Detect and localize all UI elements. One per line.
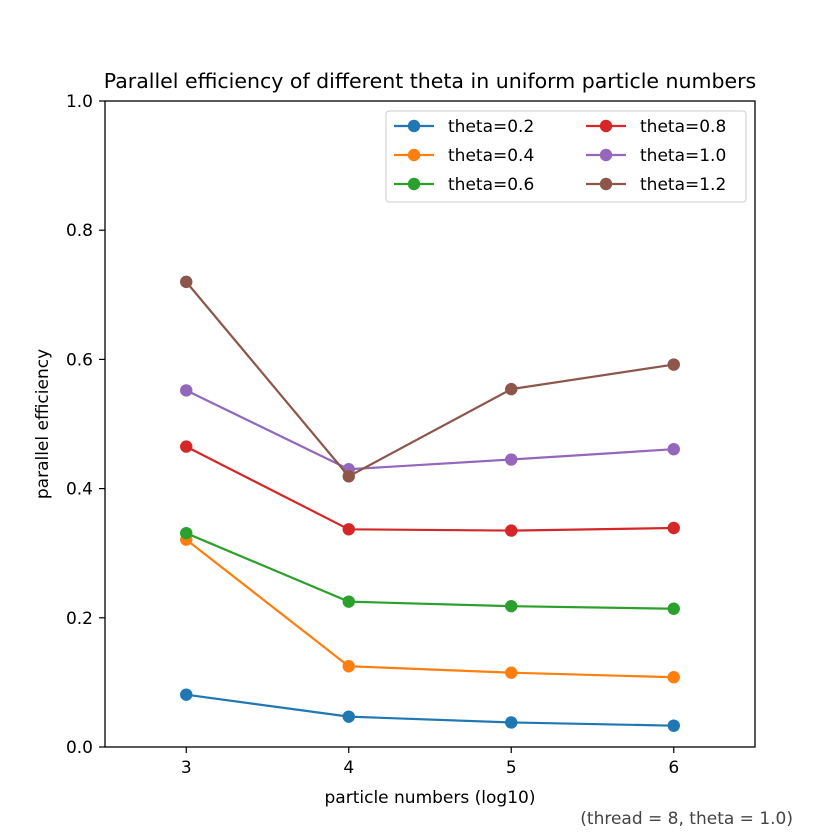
data-point (180, 526, 193, 540)
legend: theta=0.2 theta=0.4 theta=0.6 theta=0.8 thet… (385, 110, 747, 203)
data-point (505, 382, 518, 396)
legend-item: theta=1.0 (586, 146, 726, 166)
series-theta=1.2 (180, 275, 680, 483)
legend-label: theta=0.6 (448, 175, 534, 195)
data-point (180, 275, 193, 289)
series-theta=0.8 (180, 440, 680, 537)
y-axis-label: parallel efficiency (33, 349, 53, 499)
series-theta=0.6 (180, 526, 680, 615)
data-point (667, 671, 680, 684)
series-line (185, 281, 674, 478)
data-point (505, 599, 518, 613)
legend-label: theta=0.4 (448, 146, 534, 166)
series-theta=0.2 (180, 688, 680, 732)
series-line (185, 538, 674, 679)
y-tick-label: 1.0 (66, 92, 93, 112)
series-theta=1.0 (180, 384, 680, 476)
data-point (342, 523, 355, 536)
axes-frame (104, 100, 756, 748)
legend-item: theta=1.2 (586, 175, 726, 195)
x-tick-label: 5 (506, 758, 517, 778)
legend-item: theta=0.8 (586, 117, 726, 137)
data-point (342, 470, 355, 483)
series-line (185, 532, 674, 610)
data-point (667, 521, 680, 535)
legend-marker (407, 148, 421, 162)
plot-area (180, 275, 680, 732)
y-axis: 0.0 0.2 0.4 0.6 0.8 1.0 (66, 92, 105, 758)
y-tick-label: 0.4 (66, 480, 93, 500)
data-point (342, 595, 355, 608)
y-tick-label: 0.0 (66, 738, 93, 758)
x-tick-label: 6 (668, 758, 679, 778)
legend-label: theta=1.0 (640, 146, 726, 166)
series-line (185, 445, 674, 532)
data-point (505, 666, 518, 679)
legend-marker (599, 119, 613, 133)
data-point (667, 358, 680, 371)
data-point (180, 384, 193, 397)
y-tick-label: 0.6 (66, 350, 93, 370)
series-line (185, 389, 674, 471)
legend-marker (407, 177, 421, 191)
series-line (186, 693, 674, 727)
data-point (342, 710, 355, 723)
data-point (180, 440, 193, 453)
series-theta=0.4 (180, 533, 680, 684)
legend-label: theta=1.2 (640, 175, 726, 195)
legend-marker (407, 119, 421, 133)
chart-title: Parallel efficiency of different theta i… (104, 69, 756, 93)
x-tick-label: 3 (181, 758, 192, 778)
data-point (505, 453, 518, 466)
data-point (667, 602, 680, 615)
data-point (667, 442, 680, 456)
data-point (342, 660, 355, 673)
data-point (505, 524, 518, 537)
legend-marker (599, 148, 613, 162)
legend-label: theta=0.2 (448, 117, 534, 137)
y-tick-label: 0.8 (66, 221, 93, 241)
legend-box (385, 110, 747, 203)
x-tick-label: 4 (343, 758, 354, 778)
legend-item: theta=0.6 (394, 175, 534, 195)
y-tick-label: 0.2 (66, 609, 93, 629)
data-point (505, 716, 518, 729)
legend-item: theta=0.2 (394, 117, 534, 137)
footnote-annotation: (thread = 8, theta = 1.0) (580, 809, 793, 829)
data-point (667, 719, 680, 732)
legend-label: theta=0.8 (640, 117, 726, 137)
x-axis-label: particle numbers (log10) (325, 788, 536, 808)
legend-item: theta=0.4 (394, 146, 534, 166)
data-point (180, 688, 193, 701)
x-axis: 3 4 5 6 (181, 747, 679, 778)
legend-marker (599, 177, 613, 191)
